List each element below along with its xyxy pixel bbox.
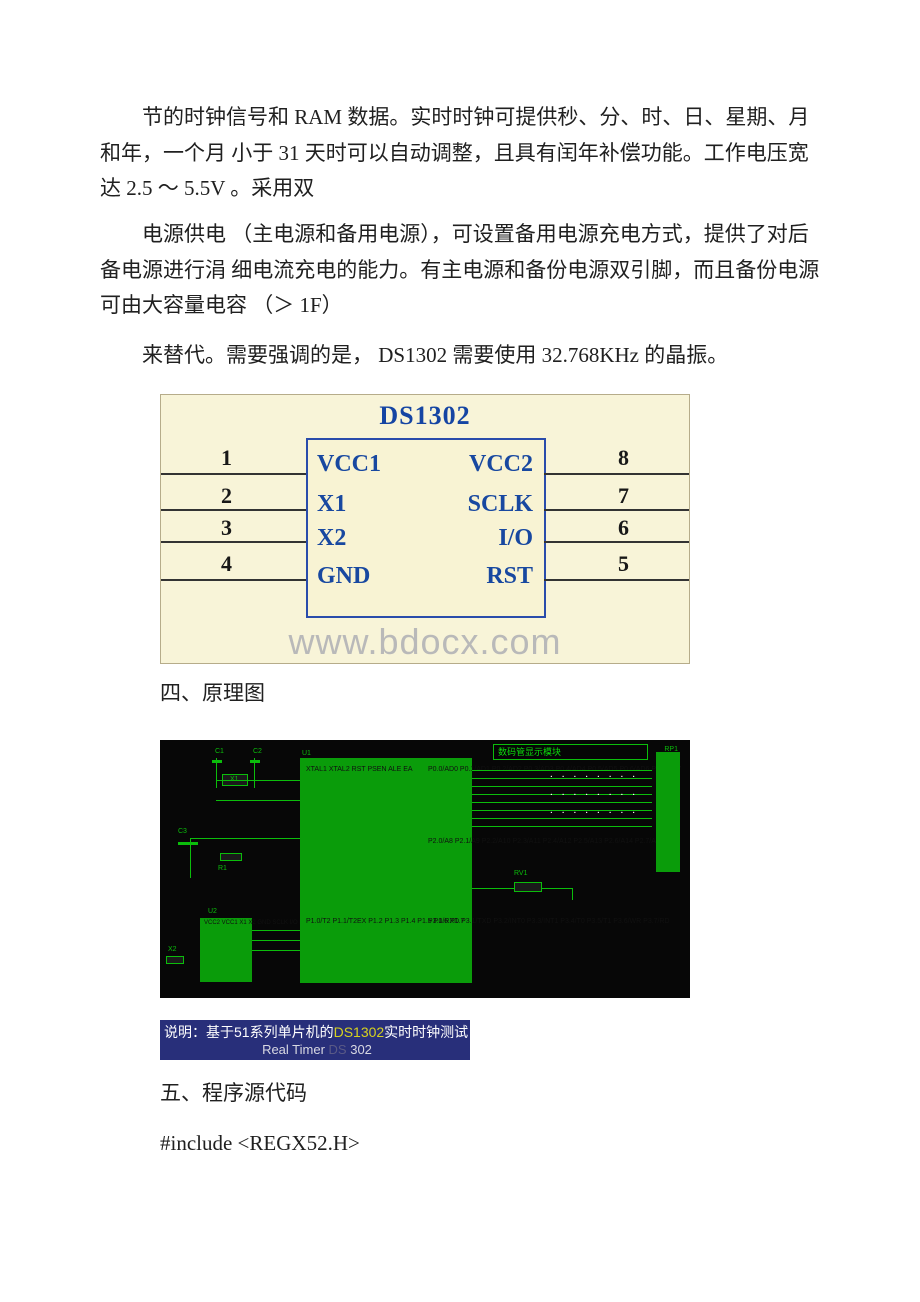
pin-label-x1: X1 (317, 491, 346, 518)
sch-bus1 (216, 780, 300, 781)
pin-num-1: 1 (221, 445, 232, 471)
mcu-chip (300, 758, 472, 983)
schematic-board: C1 C2 X1 C3 R1 U2 VCC2 VCC1 X1 X2 GND SC… (160, 740, 690, 998)
ref-c1: C1 (215, 748, 224, 755)
sch-cap1 (212, 760, 222, 763)
mcu-p3: P3.0/RXD P3.1/TXD P3.2/INT0 P3.3/INT1 P3… (428, 918, 670, 925)
pin-line-l3 (161, 541, 306, 543)
lcd-l1c: 实时时钟测试 (384, 1024, 468, 1040)
mcu-left-pins: XTAL1 XTAL2 RST PSEN ALE EA (306, 766, 413, 773)
rv1-gnd (572, 888, 573, 900)
ds1302-diagram: DS1302 1 VCC1 2 X1 3 X2 4 GND 8 VCC2 7 S… (160, 394, 690, 664)
pin-label-vcc2: VCC2 (469, 451, 533, 478)
pin-line-l4 (161, 579, 306, 581)
pin-label-sclk: SCLK (468, 491, 533, 518)
bus-p07 (472, 826, 652, 827)
section-5-heading: 五、程序源代码 (160, 1076, 820, 1112)
bus-p04 (472, 802, 652, 803)
sch-bus2 (216, 800, 300, 801)
paragraph-3: 来替代。需要强调的是， DS1302 需要使用 32.768KHz 的晶振。 (100, 334, 820, 376)
pin-label-vcc1: VCC1 (317, 451, 381, 478)
code-line-1: #include <REGX52.H> (160, 1126, 820, 1162)
res-r1 (220, 853, 242, 861)
pin-label-x2: X2 (317, 525, 346, 552)
ds1302-pinout-figure: DS1302 1 VCC1 2 X1 3 X2 4 GND 8 VCC2 7 S… (160, 394, 820, 664)
display-module-label: 数码管显示模块 (493, 744, 648, 760)
pin-num-8: 8 (618, 445, 629, 471)
display-dots-2: ........ (550, 788, 644, 796)
u2-mcu1 (252, 930, 300, 931)
u2-mcu3 (252, 950, 300, 951)
pin-label-gnd: GND (317, 563, 370, 590)
pin-num-7: 7 (618, 483, 629, 509)
paragraph-1: 节的时钟信号和 RAM 数据。实时时钟可提供秒、分、时、日、星期、月和年，一个月… (100, 100, 820, 207)
lcd-caption-box: 说明：基于51系列单片机的DS1302实时时钟测试 Real Timer DS … (160, 1020, 470, 1060)
pin-label-io: I/O (498, 525, 533, 552)
ref-u1: U1 (302, 750, 311, 757)
schematic-figure: C1 C2 X1 C3 R1 U2 VCC2 VCC1 X1 X2 GND SC… (160, 740, 820, 998)
rv1-pot (514, 882, 542, 892)
ref-u2: U2 (208, 908, 217, 915)
lcd-l2b: 302 (350, 1042, 372, 1057)
sch-cap2 (250, 760, 260, 763)
u2-chip (200, 918, 252, 982)
pin-line-r3 (544, 541, 689, 543)
lcd-line-1: 说明：基于51系列单片机的DS1302实时时钟测试 (164, 1022, 470, 1042)
pin-num-6: 6 (618, 515, 629, 541)
ref-rv1: RV1 (514, 870, 528, 877)
bus-p06 (472, 818, 652, 819)
pin-label-rst: RST (486, 563, 533, 590)
lcd-l1b: DS1302 (334, 1024, 385, 1040)
ref-x2: X2 (168, 946, 177, 953)
pin-num-4: 4 (221, 551, 232, 577)
pin-num-2: 2 (221, 483, 232, 509)
sch-cap3 (178, 842, 198, 845)
rv1-line-l (472, 888, 514, 889)
ref-c3: C3 (178, 828, 187, 835)
sch-rst-line (190, 838, 300, 839)
pin-line-l2 (161, 509, 306, 511)
mcu-p2: P2.0/A8 P2.1/A9 P2.2/A10 P2.3/A11 P2.4/A… (428, 838, 664, 845)
u2-mcu2 (252, 940, 300, 941)
paragraph-2: 电源供电 （主电源和备用电源），可设置备用电源充电方式，提供了对后备电源进行涓 … (100, 217, 820, 324)
pin-num-3: 3 (221, 515, 232, 541)
pin-line-r1 (544, 473, 689, 475)
pin-line-r2 (544, 509, 689, 511)
pin-line-r4 (544, 579, 689, 581)
u2-pins: VCC2 VCC1 X1 X2 GND SCLK I/O RST (204, 920, 311, 926)
pin-line-l1 (161, 473, 306, 475)
xtal-x2 (166, 956, 184, 964)
lcd-caption-figure: 说明：基于51系列单片机的DS1302实时时钟测试 Real Timer DS … (160, 1020, 820, 1060)
lcd-l2mid: DS (325, 1042, 350, 1057)
rv1-line-r (542, 888, 572, 889)
ref-c2: C2 (253, 748, 262, 755)
watermark: www.bdocx.com (161, 621, 689, 663)
lcd-l1a: 基于51系列单片机的 (206, 1024, 334, 1040)
lcd-prefix: 说明： (164, 1024, 206, 1040)
display-dots-1: ........ (550, 770, 644, 778)
rp1-resistor-network (656, 752, 680, 872)
lcd-l2a: Real Timer (262, 1042, 325, 1057)
ref-r1: R1 (218, 865, 227, 872)
display-dots-3: ........ (550, 806, 644, 814)
section-4-heading: 四、原理图 (160, 676, 820, 712)
lcd-line-2: Real Timer DS 302 (164, 1042, 470, 1057)
sch-rst-v (190, 838, 191, 878)
pin-num-5: 5 (618, 551, 629, 577)
chip-title: DS1302 (161, 401, 689, 431)
